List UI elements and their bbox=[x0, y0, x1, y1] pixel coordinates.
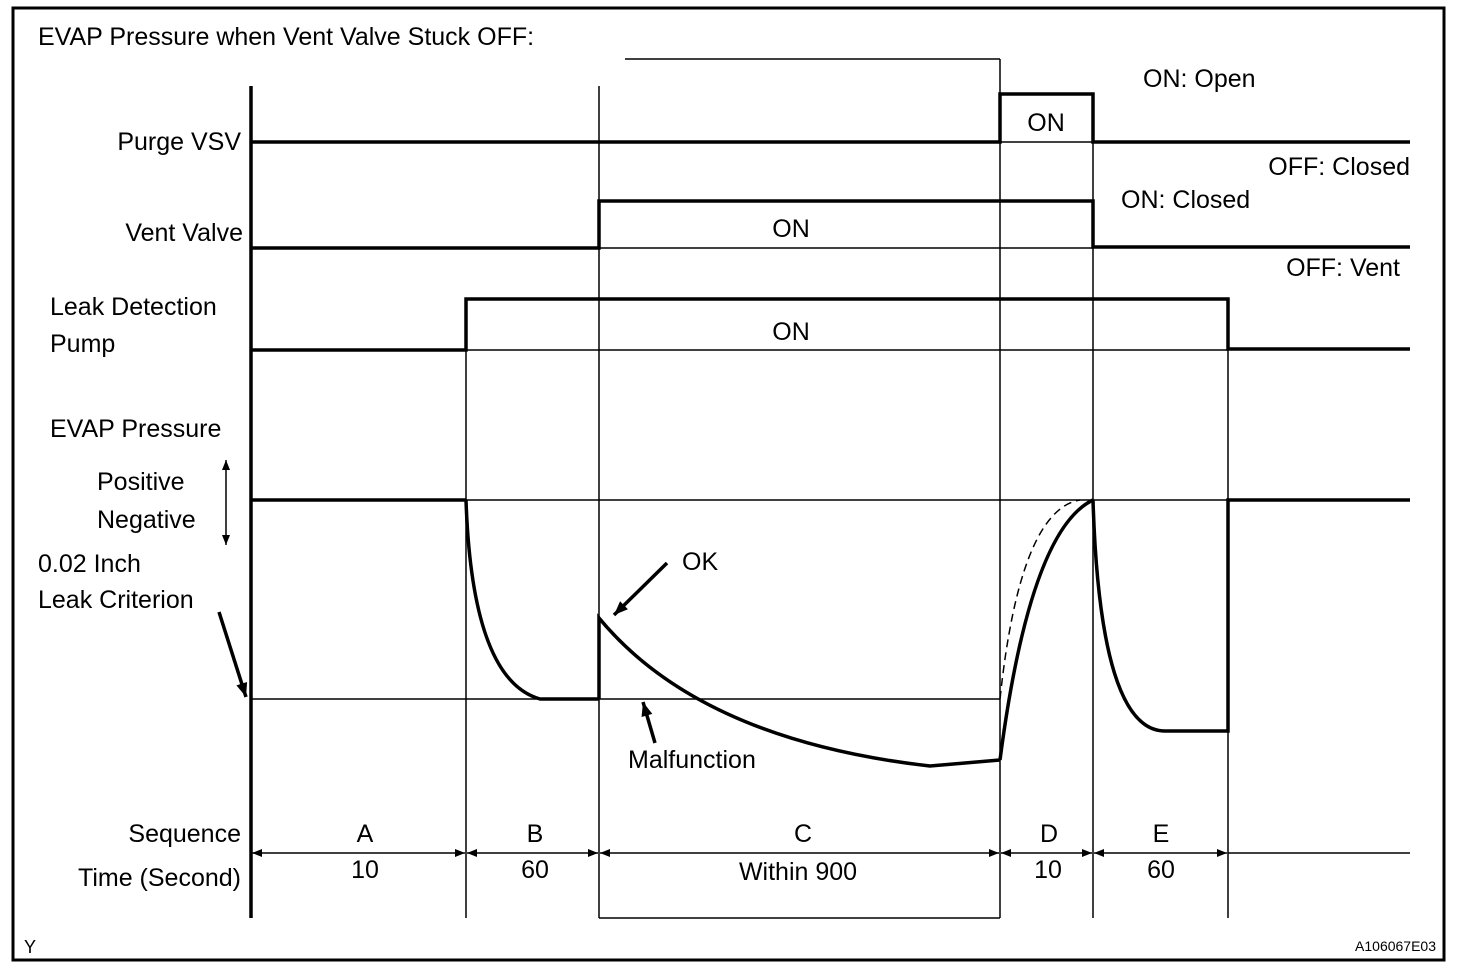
pump-trace bbox=[251, 297, 1410, 352]
phase-time: 10 bbox=[1034, 856, 1062, 884]
signal-label: Pump bbox=[50, 330, 115, 358]
frame bbox=[11, 6, 1446, 962]
title: EVAP Pressure when Vent Valve Stuck OFF: bbox=[38, 23, 534, 51]
negative-label: Negative bbox=[97, 506, 196, 534]
on-state: ON: Open bbox=[1143, 65, 1256, 93]
pressure-label: EVAP Pressure bbox=[50, 415, 221, 443]
phase-name: A bbox=[357, 820, 374, 848]
phase-time: 60 bbox=[1147, 856, 1175, 884]
off-state: OFF: Vent bbox=[1286, 254, 1400, 282]
phase-time: 10 bbox=[351, 856, 379, 884]
off-state: OFF: Closed bbox=[1268, 153, 1410, 181]
phase-name: D bbox=[1040, 820, 1058, 848]
ok-label: OK bbox=[682, 548, 718, 576]
grid-lines bbox=[249, 58, 1229, 919]
phase-name: E bbox=[1153, 820, 1170, 848]
sequence-label: Sequence bbox=[128, 820, 241, 848]
on-state: ON: Closed bbox=[1121, 186, 1250, 214]
signal-label: Leak Detection bbox=[50, 293, 217, 321]
signal-label: Vent Valve bbox=[125, 219, 243, 247]
phase-time: Within 900 bbox=[739, 858, 857, 886]
phase-time: 60 bbox=[521, 856, 549, 884]
purge-vsv-trace bbox=[251, 92, 1410, 144]
time-label: Time (Second) bbox=[78, 864, 241, 892]
on-label: ON bbox=[1027, 109, 1065, 137]
on-label: ON bbox=[772, 318, 810, 346]
malfunction-label: Malfunction bbox=[628, 746, 756, 774]
pressure-trace bbox=[217, 460, 1410, 768]
positive-label: Positive bbox=[97, 468, 185, 496]
phase-name: C bbox=[794, 820, 812, 848]
figure-mark: Y bbox=[24, 937, 36, 957]
phase-name: B bbox=[527, 820, 544, 848]
signal-label: Purge VSV bbox=[117, 128, 241, 156]
figure-code: A106067E03 bbox=[1355, 938, 1436, 954]
on-label: ON bbox=[772, 215, 810, 243]
criterion-label: Leak Criterion bbox=[38, 586, 194, 614]
criterion-label: 0.02 Inch bbox=[38, 550, 141, 578]
vent-valve-trace bbox=[251, 199, 1410, 250]
